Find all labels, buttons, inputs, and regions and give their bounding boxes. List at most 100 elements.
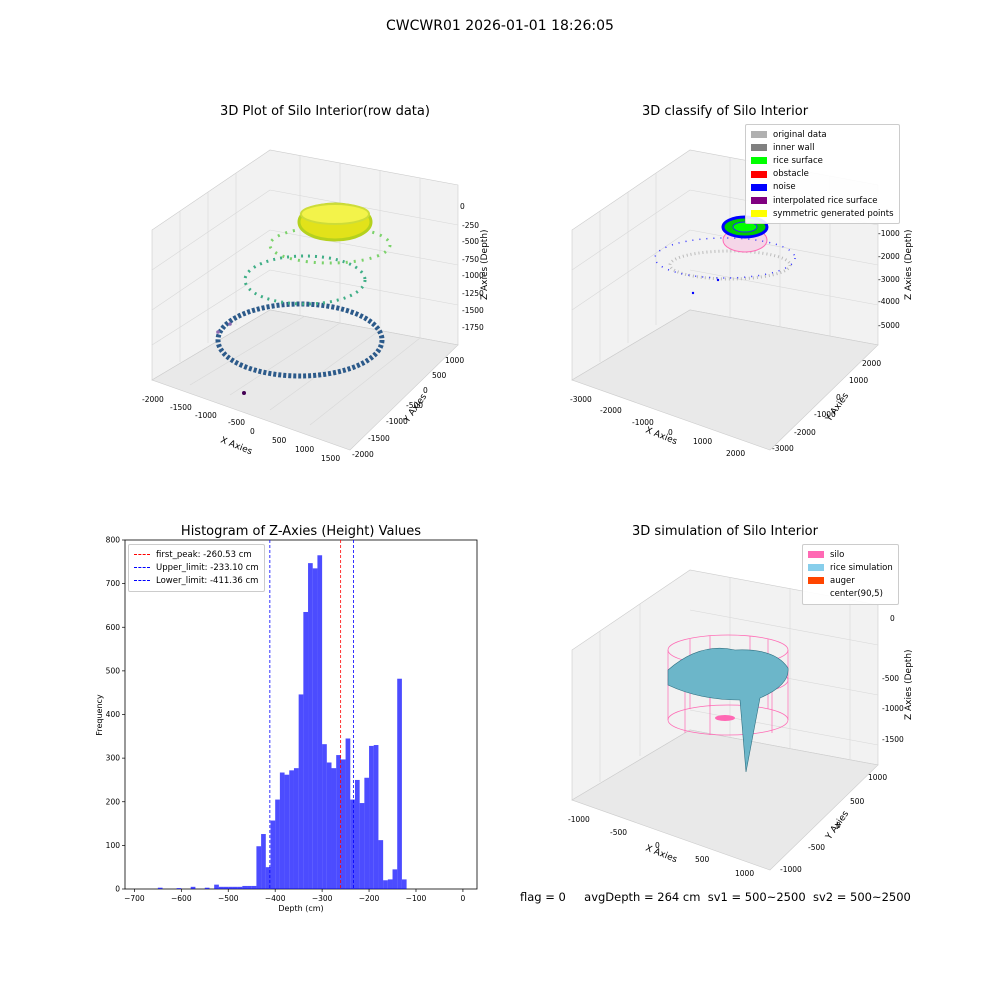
raw-ytick: -2000	[352, 450, 374, 459]
legend-label: Lower_limit: -411.36 cm	[156, 575, 259, 586]
histogram-bar	[242, 885, 248, 889]
histogram-bar	[397, 678, 402, 889]
sv1-text: sv1 = 500~2500	[707, 890, 806, 904]
classify-ytick: -1000	[814, 410, 836, 419]
sim-ytick: 500	[850, 797, 865, 806]
legend-swatch	[751, 157, 767, 165]
classify-ztick: -1000	[878, 229, 900, 238]
legend-swatch	[751, 183, 767, 191]
classify-ytick: 1000	[849, 376, 868, 385]
classify-ytick: -2000	[794, 428, 816, 437]
legend-label: Upper_limit: -233.10 cm	[156, 562, 259, 573]
histogram-bar	[298, 694, 304, 889]
histogram-y-label: Frequency	[95, 694, 104, 736]
histogram-bar	[284, 774, 290, 889]
raw-x-ticks: -2000 -1500 -1000 -500 0 500 1000 1500	[142, 395, 340, 463]
sim-x-label: X Axies	[644, 844, 679, 866]
sim-ztick: 0	[890, 614, 895, 623]
histogram-bar	[326, 762, 332, 889]
histogram-bar	[331, 768, 337, 889]
histogram-bar	[354, 779, 360, 889]
legend-label: symmetric generated points	[773, 208, 894, 219]
histogram-bar	[369, 745, 374, 889]
legend-item: center(90,5)	[808, 588, 893, 601]
classify-xtick: -3000	[570, 395, 592, 404]
classify-plot-title: 3D classify of Silo Interior	[641, 104, 809, 119]
histogram-xtick-label: −400	[265, 894, 286, 903]
histogram-bar	[289, 770, 294, 889]
classify-ztick: -4000	[878, 297, 900, 306]
raw-ytick: 1000	[445, 356, 464, 365]
legend-item: noise	[751, 181, 894, 194]
histogram-bar	[214, 884, 219, 889]
histogram-bar	[237, 886, 243, 889]
histogram-bar	[279, 772, 285, 889]
legend-item: silo	[808, 548, 893, 561]
legend-item: Lower_limit: -411.36 cm	[134, 574, 259, 587]
raw-plot-title: 3D Plot of Silo Interior(row data)	[220, 104, 430, 119]
legend-swatch	[134, 580, 150, 582]
histogram-bar	[270, 820, 276, 889]
legend-label: auger	[830, 575, 855, 586]
sim-y-ticks: 1000 500 0 -500 -1000	[780, 773, 887, 874]
sim-xtick: 0	[655, 841, 660, 850]
sim-xtick: -1000	[568, 815, 590, 824]
raw-ztick: 0	[460, 202, 465, 211]
raw-scatter-points	[215, 202, 392, 395]
rice-surface	[667, 647, 789, 773]
sim-ztick: -500	[882, 674, 899, 683]
legend-swatch	[751, 197, 767, 205]
legend-label: first_peak: -260.53 cm	[156, 549, 252, 560]
raw-ytick: -500	[406, 401, 423, 410]
raw-ztick: -1250	[462, 289, 484, 298]
histogram-bar	[387, 879, 393, 889]
histogram-bar	[336, 755, 341, 889]
histogram-xtick-label: −300	[312, 894, 333, 903]
histogram-x-ticks: −700 −600 −500 −400 −300 −200 −100 0	[124, 889, 466, 903]
legend-swatch	[808, 564, 824, 572]
raw-ztick: -1500	[462, 306, 484, 315]
histogram-ytick-label: 400	[106, 710, 121, 719]
histogram-bars	[157, 555, 407, 889]
legend-label: rice simulation	[830, 562, 893, 573]
raw-ytick: -1000	[386, 417, 408, 426]
raw-ztick: -250	[462, 221, 479, 230]
histogram-bar	[340, 759, 346, 889]
histogram-ytick-label: 0	[115, 885, 120, 894]
sim-ytick: -1000	[780, 865, 802, 874]
classify-xtick: 2000	[726, 449, 745, 458]
raw-xtick: -1500	[170, 403, 192, 412]
raw-y-ticks: 1000 500 0 -500 -1000 -1500 -2000	[352, 356, 464, 459]
legend-swatch	[808, 551, 824, 559]
legend-item: rice surface	[751, 154, 894, 167]
classify-x-label: X Axies	[644, 426, 679, 448]
legend-label: silo	[830, 549, 845, 560]
legend-label: interpolated rice surface	[773, 195, 878, 206]
histogram-bar	[256, 846, 262, 889]
histogram-bar	[312, 568, 318, 889]
classify-z-ticks: -1000 -2000 -3000 -4000 -5000	[878, 229, 900, 330]
histogram-y-ticks: 0 100 200 300 400 500 600 700 800	[106, 536, 125, 894]
histogram-bar	[204, 887, 210, 889]
raw-xtick: -500	[228, 418, 245, 427]
raw-ztick: -500	[462, 237, 479, 246]
classify-ztick: -2000	[878, 252, 900, 261]
classify-xtick: -2000	[600, 406, 622, 415]
legend-swatch	[134, 554, 150, 556]
histogram-bar	[359, 803, 365, 889]
legend-item: rice simulation	[808, 561, 893, 574]
histogram-bar	[378, 840, 384, 889]
histogram-ytick-label: 300	[106, 754, 121, 763]
classify-x-ticks: -3000 -2000 -1000 0 1000 2000	[570, 395, 745, 458]
sv2-text: sv2 = 500~2500	[812, 890, 911, 904]
raw-ztick: -750	[462, 255, 479, 264]
legend-item: Upper_limit: -233.10 cm	[134, 561, 259, 574]
histogram-bar	[190, 886, 196, 889]
histogram-bar	[251, 885, 257, 889]
legend-swatch	[751, 170, 767, 178]
histogram-xtick-label: −100	[406, 894, 427, 903]
legend-item: inner wall	[751, 141, 894, 154]
sim-xtick: -500	[610, 828, 627, 837]
classify-xtick: 0	[668, 428, 673, 437]
raw-ytick: -1500	[368, 434, 390, 443]
